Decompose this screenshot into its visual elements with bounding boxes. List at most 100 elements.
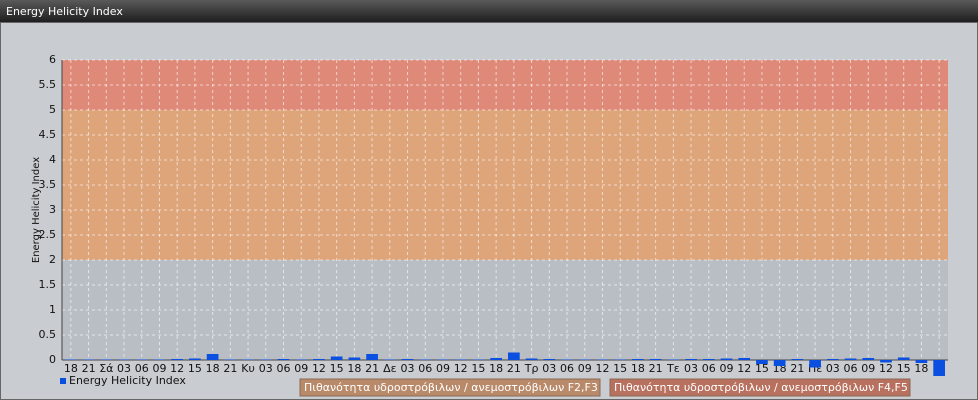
x-tick-label: 15 <box>897 362 911 375</box>
x-tick-label: 18 <box>631 362 645 375</box>
x-tick-label: 09 <box>294 362 308 375</box>
bar <box>756 360 768 364</box>
x-tick-label: 03 <box>259 362 273 375</box>
bar <box>862 358 875 360</box>
bar <box>437 359 449 360</box>
x-tick-label: 18 <box>64 362 78 375</box>
legend-swatch <box>60 378 66 384</box>
x-tick-label: 18 <box>347 362 361 375</box>
x-tick-label: 06 <box>135 362 149 375</box>
x-tick-label: 15 <box>755 362 769 375</box>
y-tick-label: 4 <box>49 153 56 166</box>
x-tick-label: 09 <box>720 362 734 375</box>
bar <box>295 359 308 360</box>
bar <box>844 358 857 360</box>
x-tick-label: 15 <box>471 362 485 375</box>
x-tick-label: 21 <box>223 362 237 375</box>
legend-label: Energy Helicity Index <box>69 374 186 387</box>
x-tick-label: 12 <box>879 362 893 375</box>
y-tick-label: 5 <box>49 103 56 116</box>
title-bar <box>0 0 978 22</box>
bar <box>614 359 627 360</box>
bar <box>738 358 751 360</box>
bar <box>596 359 609 360</box>
x-tick-label: 03 <box>401 362 415 375</box>
x-tick-label: 09 <box>152 362 166 375</box>
bar <box>189 358 201 360</box>
band-legend-box <box>299 378 601 397</box>
bar <box>826 359 839 360</box>
x-tick-label: 06 <box>560 362 574 375</box>
bar <box>720 358 733 360</box>
y-axis-label: Energy Helicity Index <box>31 157 42 263</box>
bar <box>65 359 77 360</box>
bar <box>313 359 325 360</box>
x-tick-label: 09 <box>436 362 450 375</box>
bar <box>100 359 113 360</box>
x-tick-label: 12 <box>595 362 609 375</box>
y-tick-label: 3.5 <box>39 178 57 191</box>
bar <box>135 359 148 360</box>
bar <box>933 360 945 376</box>
bar <box>401 359 414 360</box>
x-tick-label: Τρ <box>524 362 539 375</box>
y-tick-label: 2 <box>49 253 56 266</box>
bar <box>277 359 290 360</box>
x-tick-label: 12 <box>312 362 326 375</box>
bar <box>330 356 343 360</box>
x-tick-label: 03 <box>542 362 556 375</box>
x-tick-label: 09 <box>578 362 592 375</box>
x-tick-label: 06 <box>702 362 716 375</box>
x-tick-label: 21 <box>649 362 663 375</box>
x-tick-label: 21 <box>365 362 379 375</box>
bar <box>454 359 467 360</box>
y-tick-label: 5.5 <box>39 78 57 91</box>
x-tick-label: 21 <box>82 362 96 375</box>
bar <box>578 359 591 360</box>
band-legend-box <box>609 378 911 397</box>
x-tick-label: 21 <box>507 362 521 375</box>
x-tick-label: 06 <box>277 362 291 375</box>
x-tick-label: 18 <box>206 362 220 375</box>
band-legend-label: Πιθανότητα υδροστρόβιλων / ανεμοστρόβιλω… <box>304 381 598 394</box>
bar <box>649 359 662 360</box>
bar <box>508 352 520 360</box>
bar <box>543 359 556 360</box>
y-tick-label: 2.5 <box>39 228 57 241</box>
bar <box>880 360 892 363</box>
x-tick-label: Σά <box>99 362 113 375</box>
x-tick-label: Τε <box>666 362 680 375</box>
y-tick-label: 4.5 <box>39 128 57 141</box>
bar <box>667 359 680 360</box>
bar <box>561 359 573 360</box>
y-tick-label: 1 <box>49 303 56 316</box>
band-legend-label: Πιθανότητα υδροστρόβιλων / ανεμοστρόβιλω… <box>614 381 908 394</box>
x-tick-label: 12 <box>737 362 751 375</box>
x-tick-label: Δε <box>383 362 397 375</box>
x-tick-label: 15 <box>613 362 627 375</box>
bar <box>206 354 219 360</box>
y-tick-label: 6 <box>49 53 56 66</box>
bar <box>348 357 361 360</box>
bar <box>419 359 432 360</box>
y-tick-label: 1.5 <box>39 278 57 291</box>
bar <box>224 359 237 360</box>
x-tick-label: 21 <box>790 362 804 375</box>
bar <box>632 359 644 360</box>
bar <box>171 359 184 360</box>
x-tick-label: 09 <box>861 362 875 375</box>
bar <box>366 354 378 360</box>
x-tick-label: 12 <box>454 362 468 375</box>
y-tick-label: 3 <box>49 203 56 216</box>
bar <box>773 360 786 366</box>
bar <box>82 359 95 360</box>
bar <box>153 359 166 360</box>
bar <box>685 359 697 360</box>
bar <box>702 359 715 360</box>
x-tick-label: 15 <box>330 362 344 375</box>
bar <box>791 359 804 360</box>
window-title: Energy Helicity Index <box>6 5 123 18</box>
bar <box>915 360 928 363</box>
x-tick-label: Κυ <box>241 362 255 375</box>
